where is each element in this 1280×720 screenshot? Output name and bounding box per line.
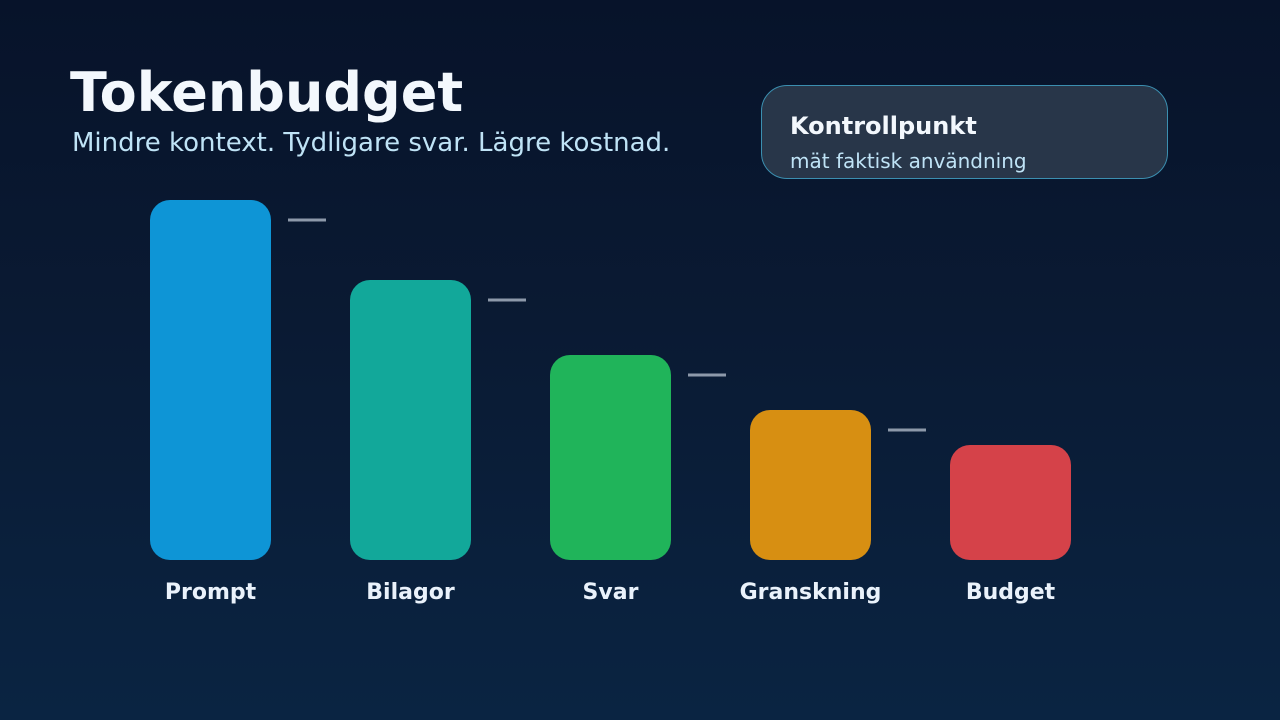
callout-title: Kontrollpunkt: [790, 112, 977, 140]
page-title: Tokenbudget: [70, 61, 464, 124]
bar-svar: [550, 355, 671, 560]
checkpoint-callout: Kontrollpunkt mät faktisk användning: [761, 85, 1168, 179]
bar-budget: [950, 445, 1071, 560]
bar-prompt: [150, 200, 271, 560]
category-label-svar: Svar: [583, 580, 639, 605]
callout-text: mät faktisk användning: [790, 149, 1027, 173]
page-subtitle: Mindre kontext. Tydligare svar. Lägre ko…: [72, 128, 671, 158]
category-label-budget: Budget: [966, 580, 1056, 605]
category-label-bilagor: Bilagor: [366, 580, 455, 605]
category-label-prompt: Prompt: [165, 580, 257, 605]
category-label-granskning: Granskning: [740, 580, 882, 605]
bar-bilagor: [350, 280, 471, 560]
bar-granskning: [750, 410, 871, 560]
